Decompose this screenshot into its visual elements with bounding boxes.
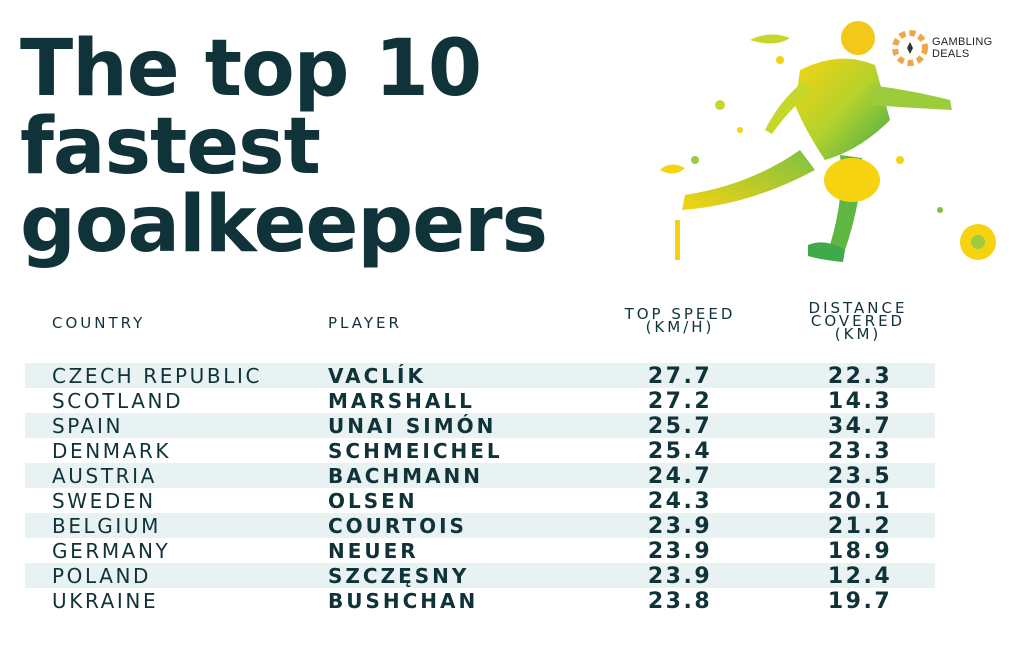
distance-cell: 20.1: [827, 489, 893, 514]
country-cell: AUSTRIA: [52, 464, 157, 488]
page-title: The top 10 fastest goalkeepers: [20, 24, 548, 270]
player-cell: VACLÍK: [328, 364, 426, 388]
logo-line-1: GAMBLING: [932, 36, 993, 48]
player-cell: SZCZĘSNY: [328, 564, 470, 588]
player-cell: NEUER: [328, 539, 419, 563]
speed-cell: 24.7: [647, 464, 713, 489]
player-cell: MARSHALL: [328, 389, 475, 413]
splash-dot: [691, 156, 699, 164]
country-cell: BELGIUM: [52, 514, 161, 538]
splash-dot: [776, 56, 784, 64]
goalkeeper-table: CZECH REPUBLIC VACLÍK 27.7 22.3 SCOTLAND…: [25, 363, 935, 614]
brand-logo: GAMBLING DEALS: [892, 30, 1012, 66]
splash-dot: [715, 100, 725, 110]
speed-cell: 25.4: [647, 439, 713, 464]
country-cell: UKRAINE: [52, 589, 159, 613]
speed-cell: 24.3: [647, 489, 713, 514]
table-row: CZECH REPUBLIC VACLÍK 27.7 22.3: [25, 363, 935, 389]
splash-streak: [675, 220, 680, 260]
column-header-player: PLAYER: [328, 314, 402, 332]
table-row: SPAIN UNAI SIMÓN 25.7 34.7: [25, 413, 935, 439]
splash-dot: [896, 156, 904, 164]
logo-line-2: DEALS: [932, 48, 970, 60]
ball-patch: [971, 235, 985, 249]
table-row: SWEDEN OLSEN 24.3 20.1: [25, 488, 935, 514]
column-header-country: COUNTRY: [52, 314, 146, 332]
logo-wordmark: GAMBLING DEALS: [932, 36, 992, 60]
footballer-splash-icon: [660, 21, 996, 262]
distance-cell: 21.2: [827, 514, 893, 539]
table-row: POLAND SZCZĘSNY 23.9 12.4: [25, 563, 935, 589]
title-line-2: fastest: [20, 102, 321, 192]
speed-cell: 27.7: [647, 364, 713, 389]
speed-cell: 23.9: [647, 514, 713, 539]
country-cell: GERMANY: [52, 539, 171, 563]
player-cell: BUSHCHAN: [328, 589, 479, 613]
speed-cell: 23.9: [647, 564, 713, 589]
player-shorts: [824, 158, 880, 202]
country-cell: SPAIN: [52, 414, 124, 438]
player-leg-back: [682, 150, 815, 210]
title-line-3: goalkeepers: [20, 180, 548, 270]
table-row: UKRAINE BUSHCHAN 23.8 19.7: [25, 588, 935, 614]
table-row: GERMANY NEUER 23.9 18.9: [25, 538, 935, 564]
chip-icon: [892, 30, 928, 66]
title-line-1: The top 10: [20, 24, 482, 114]
speed-cell: 27.2: [647, 389, 713, 414]
splash-shape: [750, 34, 790, 44]
country-cell: SCOTLAND: [52, 389, 184, 413]
player-cell: BACHMANN: [328, 464, 483, 488]
table-row: DENMARK SCHMEICHEL 25.4 23.3: [25, 438, 935, 464]
column-header-distance: DISTANCE COVERED (KM): [808, 299, 908, 343]
country-cell: POLAND: [52, 564, 152, 588]
distance-cell: 23.5: [827, 464, 893, 489]
country-cell: CZECH REPUBLIC: [52, 364, 263, 388]
column-header-top-speed: TOP SPEED (KM/H): [624, 305, 736, 336]
splash-dot: [737, 127, 743, 133]
player-arm-right: [870, 85, 952, 110]
player-boot: [808, 242, 845, 262]
distance-cell: 12.4: [827, 564, 893, 589]
country-cell: DENMARK: [52, 439, 172, 463]
distance-cell: 22.3: [827, 364, 893, 389]
speed-cell: 25.7: [647, 414, 713, 439]
distance-cell: 19.7: [827, 589, 893, 614]
distance-cell: 34.7: [827, 414, 893, 439]
table-row: AUSTRIA BACHMANN 24.7 23.5: [25, 463, 935, 489]
speed-cell: 23.8: [647, 589, 713, 614]
player-cell: SCHMEICHEL: [328, 439, 503, 463]
player-head: [841, 21, 875, 55]
player-cell: COURTOIS: [328, 514, 467, 538]
distance-cell: 14.3: [827, 389, 893, 414]
country-cell: SWEDEN: [52, 489, 156, 513]
player-cell: OLSEN: [328, 489, 418, 513]
player-torso: [795, 58, 890, 160]
splash-dot: [937, 207, 943, 213]
speed-cell: 23.9: [647, 539, 713, 564]
table-row: BELGIUM COURTOIS 23.9 21.2: [25, 513, 935, 539]
player-arm-left: [765, 80, 812, 134]
table-row: SCOTLAND MARSHALL 27.2 14.3: [25, 388, 935, 414]
player-cell: UNAI SIMÓN: [328, 414, 497, 438]
distance-cell: 18.9: [827, 539, 893, 564]
splash-shape: [660, 164, 685, 174]
distance-cell: 23.3: [827, 439, 893, 464]
